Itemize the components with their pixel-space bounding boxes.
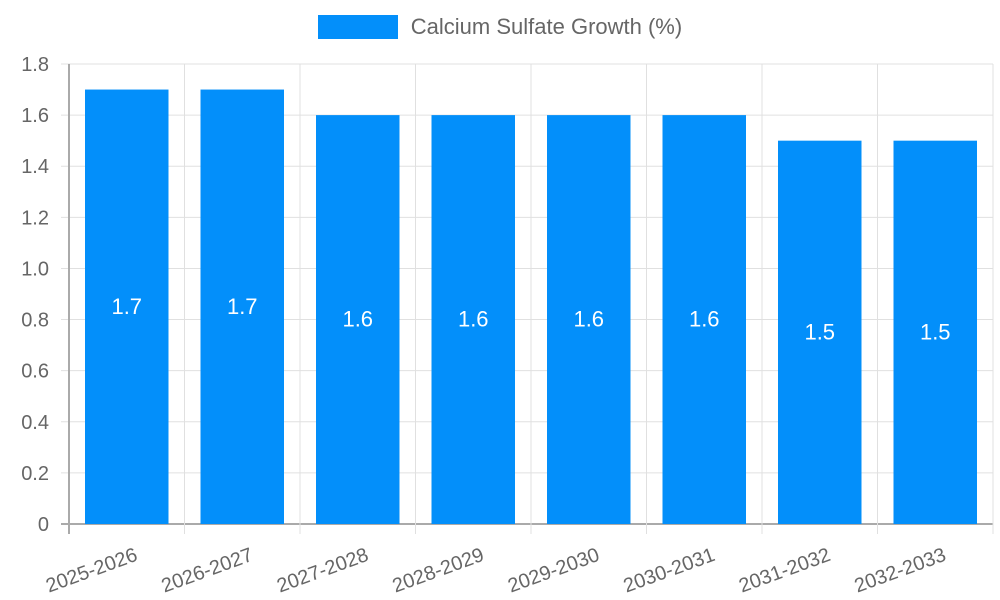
x-tick-label: 2030-2031: [621, 544, 718, 597]
x-tick-label: 2025-2026: [43, 544, 140, 597]
bar: [85, 89, 169, 525]
x-tick-label: 2029-2030: [505, 544, 602, 597]
bar-value-label: 1.7: [111, 294, 142, 319]
y-tick-label: 1.6: [21, 105, 49, 127]
bar-value-label: 1.5: [804, 319, 835, 344]
y-tick-label: 0.4: [21, 412, 49, 434]
bar-value-label: 1.6: [342, 307, 373, 332]
y-tick-label: 0: [38, 514, 49, 536]
y-tick-label: 0.6: [21, 361, 49, 383]
y-tick-label: 0.8: [21, 310, 49, 332]
bar-value-label: 1.6: [573, 307, 604, 332]
y-tick-label: 1.0: [21, 258, 49, 280]
bar: [547, 115, 631, 524]
x-tick-label: 2027-2028: [274, 544, 371, 597]
bar: [316, 115, 400, 524]
x-tick-label: 2026-2027: [159, 544, 256, 597]
bar-value-label: 1.5: [920, 319, 951, 344]
legend-swatch: [317, 15, 398, 39]
y-tick-label: 0.2: [21, 463, 49, 485]
x-tick-label: 2028-2029: [390, 544, 487, 597]
bar-value-label: 1.6: [458, 307, 489, 332]
bar: [893, 140, 977, 524]
x-tick-label: 2031-2032: [736, 544, 833, 597]
legend-label: Calcium Sulfate Growth (%): [410, 14, 683, 39]
x-tick-label: 2032-2033: [852, 544, 949, 597]
legend[interactable]: Calcium Sulfate Growth (%): [0, 14, 1000, 40]
bar: [431, 115, 515, 524]
bar: [778, 140, 862, 524]
bar-value-label: 1.6: [689, 307, 720, 332]
y-tick-label: 1.4: [21, 156, 49, 178]
bar: [662, 115, 746, 524]
y-tick-label: 1.2: [21, 207, 49, 229]
bar-value-label: 1.7: [227, 294, 258, 319]
y-tick-label: 1.8: [21, 54, 49, 76]
bar: [200, 89, 284, 525]
